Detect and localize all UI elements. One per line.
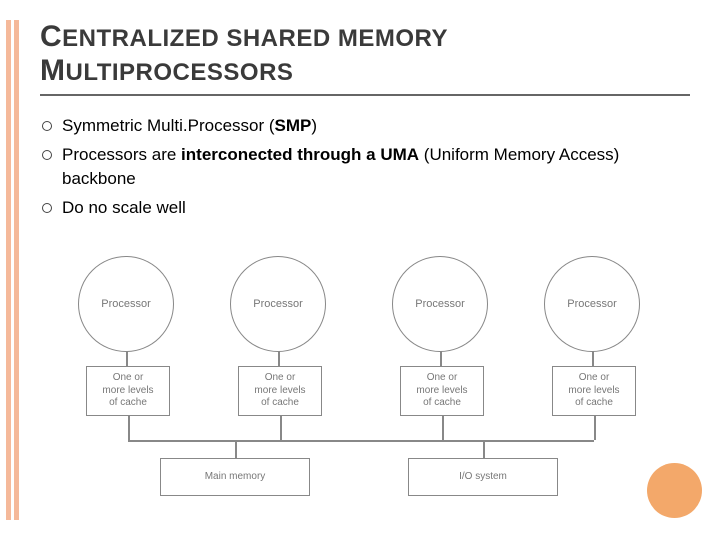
connector-line [440,351,442,367]
accent-circle-icon [647,463,702,518]
io-system-box: I/O system [408,458,558,496]
bullet-list: Symmetric Multi.Processor (SMP) Processo… [40,114,690,221]
title-rest-2: ULTIPROCESSORS [66,59,294,86]
connector-line [442,416,444,440]
processor-node: Processor [230,256,326,352]
slide: CENTRALIZED SHARED MEMORY MULTIPROCESSOR… [0,0,720,540]
architecture-diagram: Processor Processor Processor Processor One … [70,258,670,518]
bullet-item: Processors are interconected through a U… [40,143,690,192]
bullet-text: ) [311,116,317,135]
main-memory-box: Main memory [160,458,310,496]
connector-line [483,440,485,458]
connector-line [278,351,280,367]
connector-line [235,440,237,458]
cache-box: One or more levels of cache [238,366,322,416]
cache-box: One or more levels of cache [86,366,170,416]
page-title: CENTRALIZED SHARED MEMORY MULTIPROCESSOR… [40,20,690,96]
bus-line [128,440,594,442]
connector-line [592,351,594,367]
bullet-bold: SMP [275,116,312,135]
connector-line [280,416,282,440]
processor-node: Processor [78,256,174,352]
title-cap-1: C [40,20,62,53]
title-rest-1: ENTRALIZED SHARED MEMORY [62,25,448,52]
cache-box: One or more levels of cache [552,366,636,416]
connector-line [126,351,128,367]
bullet-text: Processors are [62,145,181,164]
connector-line [594,416,596,440]
title-cap-2: M [40,54,66,87]
processor-node: Processor [392,256,488,352]
bullet-item: Do no scale well [40,196,690,221]
bullet-text: Do no scale well [62,198,186,217]
connector-line [128,416,130,440]
bullet-text: Symmetric Multi.Processor ( [62,116,275,135]
cache-box: One or more levels of cache [400,366,484,416]
bullet-item: Symmetric Multi.Processor (SMP) [40,114,690,139]
bullet-bold: interconected through a UMA [181,145,419,164]
processor-node: Processor [544,256,640,352]
